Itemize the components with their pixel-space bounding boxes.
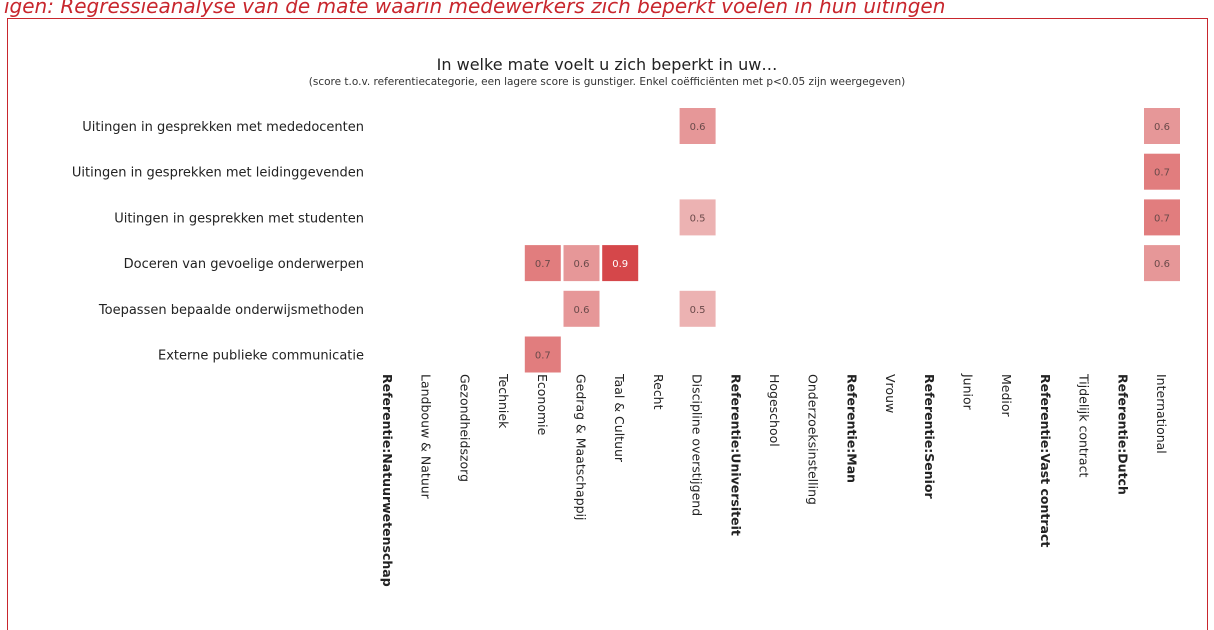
column-label-reference: Referentie:Natuurwetenschap	[380, 374, 395, 587]
column-label: Gedrag & Maatschappij	[574, 374, 589, 521]
column-label: Gezondheidszorg	[457, 374, 472, 482]
column-label-reference: Referentie:Dutch	[1115, 374, 1130, 495]
cell-value-label: 0.7	[535, 259, 551, 270]
column-label: Landbouw & Natuur	[419, 374, 434, 500]
row-label: Uitingen in gesprekken met leidinggevend…	[72, 166, 364, 181]
row-label: Uitingen in gesprekken met mededocenten	[82, 120, 364, 135]
cell-value-label: 0.5	[690, 213, 706, 224]
cell-value-label: 0.6	[1154, 259, 1170, 270]
heatmap-cell	[679, 290, 716, 327]
row-label: Doceren van gevoelige onderwerpen	[124, 257, 364, 272]
heatmap-cell	[1144, 153, 1180, 190]
chart-title: In welke mate voelt u zich beperkt in uw…	[436, 55, 778, 74]
cell-value-label: 0.6	[690, 122, 706, 133]
row-label: Toepassen bepaalde onderwijsmethoden	[98, 303, 364, 318]
column-label: Onderzoeksinstelling	[806, 374, 821, 505]
heatmap-cell	[602, 245, 639, 282]
heatmap-cell	[1144, 108, 1180, 144]
heatmap-cell	[524, 245, 561, 282]
column-label-reference: Referentie:Senior	[922, 374, 937, 500]
chart-subtitle: (score t.o.v. referentiecategorie, een l…	[308, 76, 906, 88]
heatmap-cell	[563, 245, 600, 282]
column-label-reference: Referentie:Man	[844, 374, 859, 483]
column-label: Taal & Cultuur	[612, 373, 627, 463]
row-label: Externe publieke communicatie	[158, 349, 364, 364]
column-label: International	[1154, 374, 1169, 454]
column-label-reference: Referentie:Vast contract	[1038, 374, 1053, 547]
cell-value-label: 0.7	[1154, 213, 1170, 224]
cell-value-label: 0.7	[535, 351, 551, 362]
column-label: Techniek	[496, 373, 511, 429]
column-label-reference: Referentie:Universiteit	[728, 374, 743, 536]
column-label: Medior	[999, 374, 1014, 418]
heatmap-cell	[679, 108, 716, 144]
heatmap-cell	[679, 199, 716, 236]
column-label: Discipline overstijgend	[690, 374, 705, 516]
cell-value-label: 0.9	[612, 259, 628, 270]
heatmap-cell	[563, 290, 600, 327]
column-label: Recht	[651, 374, 666, 410]
cell-value-label: 0.5	[690, 305, 706, 316]
column-label: Junior	[961, 373, 976, 411]
figure-caption: igen: Regressieanalyse van de mate waari…	[4, 0, 946, 18]
heatmap-cell	[1144, 245, 1180, 282]
cell-value-label: 0.6	[574, 259, 590, 270]
column-label: Hogeschool	[767, 374, 782, 447]
column-label: Vrouw	[883, 374, 898, 413]
cell-value-label: 0.6	[574, 305, 590, 316]
heatmap-cell	[524, 336, 561, 373]
cell-value-label: 0.6	[1154, 122, 1170, 133]
chart-frame	[7, 18, 1208, 630]
row-label: Uitingen in gesprekken met studenten	[114, 211, 364, 226]
column-label: Tijdelijk contract	[1077, 373, 1092, 477]
heatmap-cell	[1144, 199, 1180, 236]
column-label: Economie	[535, 374, 550, 436]
cell-value-label: 0.7	[1154, 168, 1170, 179]
